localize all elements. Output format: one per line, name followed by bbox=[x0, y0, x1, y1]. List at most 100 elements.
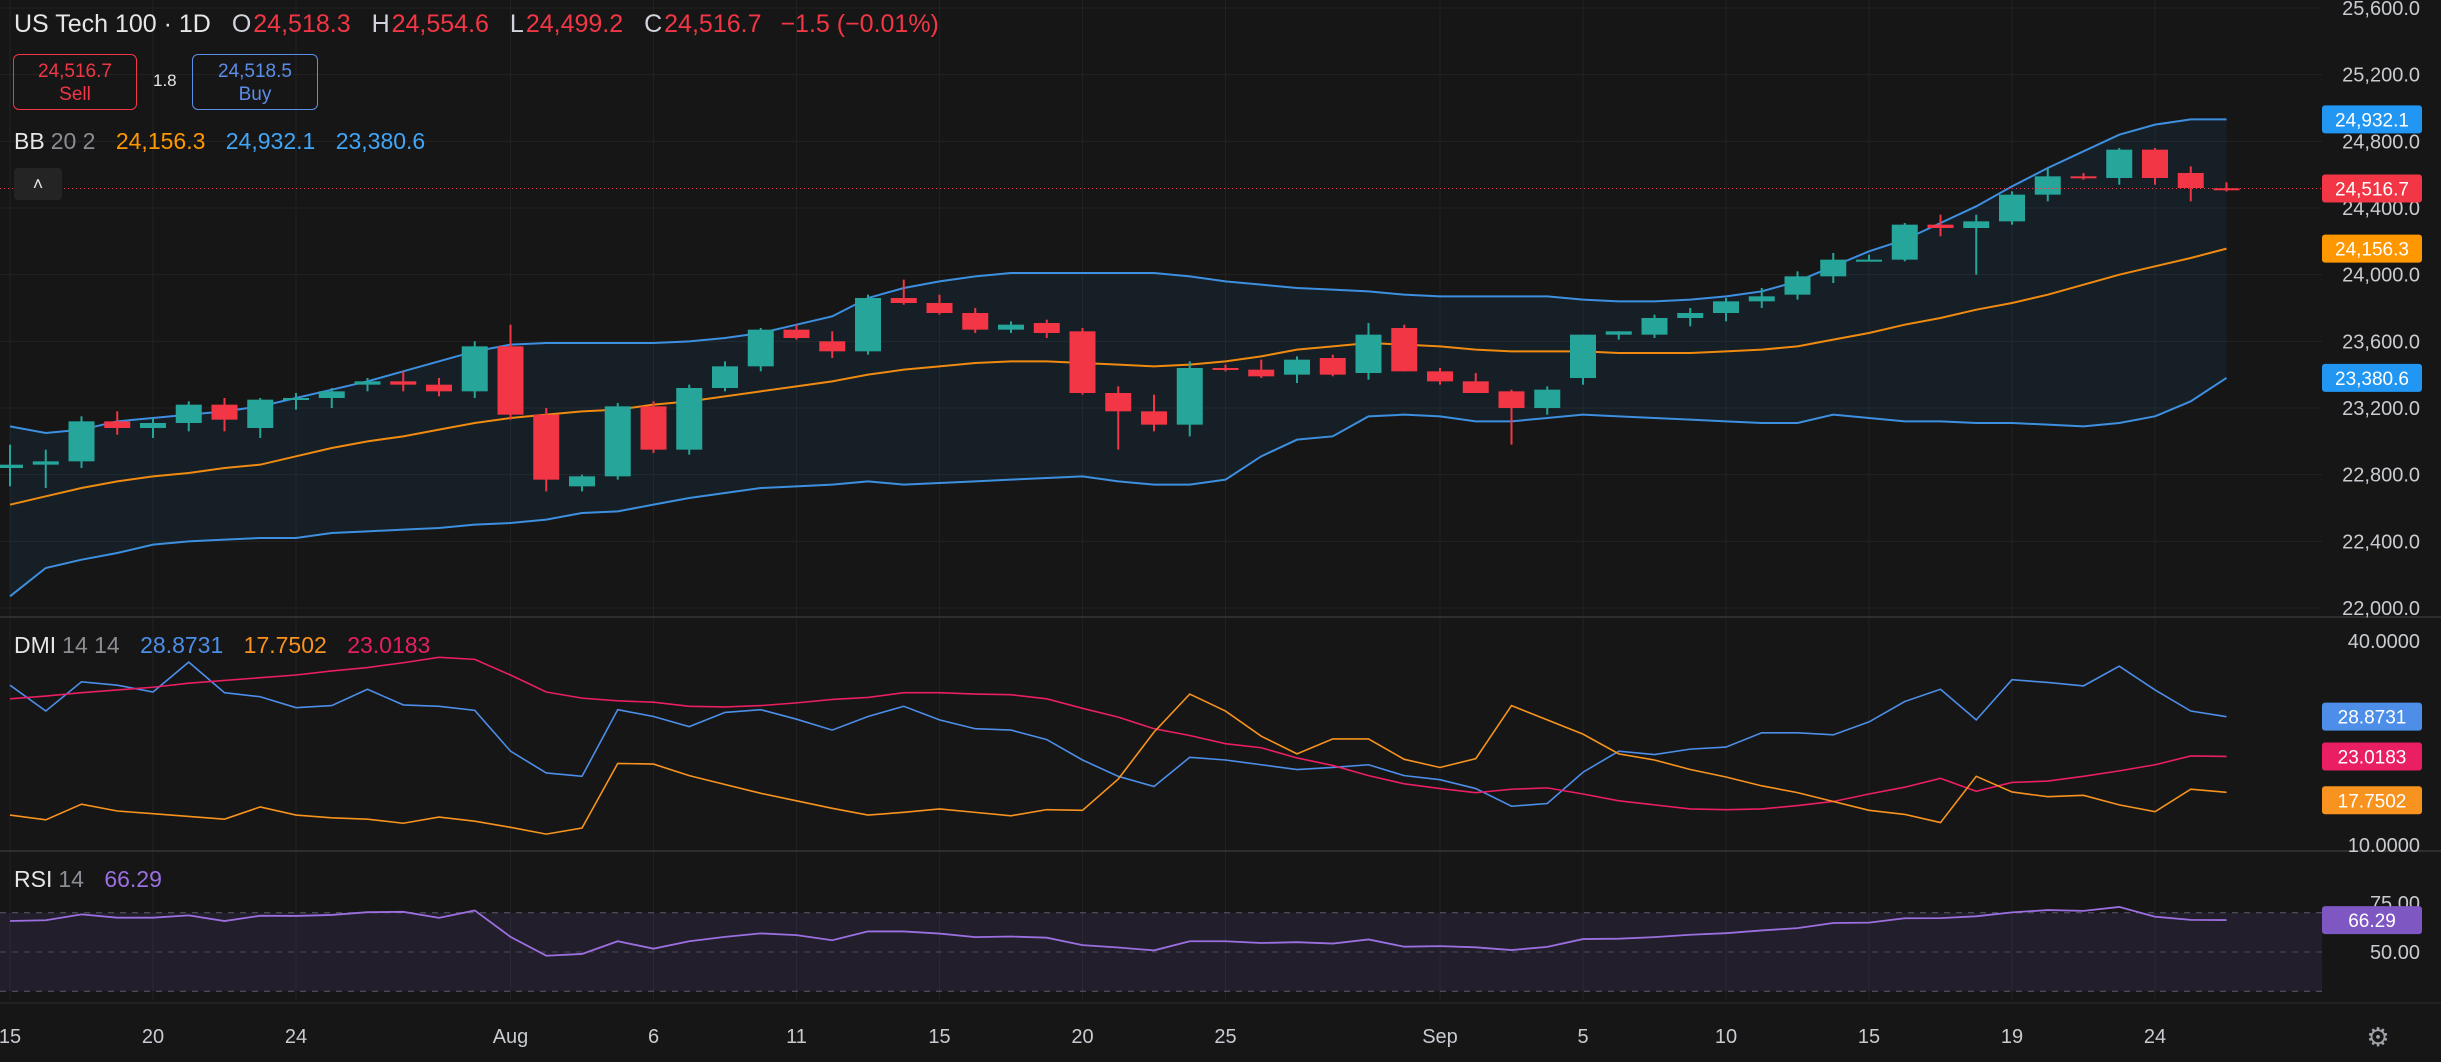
candle-body[interactable] bbox=[998, 324, 1024, 330]
bb-lower-line bbox=[9, 377, 2228, 598]
candle-body[interactable] bbox=[1748, 296, 1775, 302]
candle-body[interactable] bbox=[354, 381, 381, 385]
candle-body[interactable] bbox=[1784, 276, 1811, 295]
rsi-tag: 66.29 bbox=[2348, 911, 2396, 932]
candle-body[interactable] bbox=[1212, 368, 1239, 370]
candle-body[interactable] bbox=[1319, 358, 1346, 375]
price-tick-label: 24,400.0 bbox=[2342, 198, 2420, 220]
settings-button[interactable]: ⚙ bbox=[2361, 1020, 2395, 1054]
buy-price: 24,518.5 bbox=[218, 61, 292, 82]
candle-body[interactable] bbox=[1498, 391, 1525, 408]
bb-name: BB bbox=[14, 128, 45, 154]
candle-body[interactable] bbox=[1176, 368, 1203, 425]
candle-body[interactable] bbox=[1355, 334, 1382, 373]
rsi-line bbox=[9, 906, 2227, 957]
open-label: O bbox=[231, 10, 252, 38]
candle-body[interactable] bbox=[712, 366, 738, 388]
time-tick-label: Sep bbox=[1422, 1026, 1458, 1048]
candle-body[interactable] bbox=[1391, 328, 1418, 372]
candle-body[interactable] bbox=[1891, 224, 1918, 260]
dmi-line-di bbox=[9, 693, 2227, 835]
collapse-legend-button[interactable]: ˄ bbox=[14, 168, 62, 200]
candle-body[interactable] bbox=[1927, 224, 1954, 228]
candle-body[interactable] bbox=[104, 421, 131, 428]
candle-body[interactable] bbox=[783, 329, 810, 338]
time-tick-label: Aug bbox=[493, 1026, 529, 1048]
candle-body[interactable] bbox=[1248, 369, 1275, 377]
candle-body[interactable] bbox=[926, 303, 953, 313]
rsi-name: RSI bbox=[14, 866, 53, 892]
last-price-tag-bg bbox=[2322, 174, 2422, 203]
rsi-legend[interactable]: RSI 14 66.29 bbox=[14, 866, 162, 893]
candle-body[interactable] bbox=[1284, 359, 1310, 375]
candle-body[interactable] bbox=[1069, 331, 1096, 393]
candle-body[interactable] bbox=[318, 391, 345, 398]
time-tick-label: 15 bbox=[0, 1026, 21, 1048]
candle-body[interactable] bbox=[962, 313, 989, 330]
low-value: 24,499.2 bbox=[525, 10, 624, 38]
candle-body[interactable] bbox=[1713, 301, 1739, 313]
candle-body[interactable] bbox=[461, 346, 488, 392]
candle-body[interactable] bbox=[855, 298, 881, 352]
candle-body[interactable] bbox=[533, 414, 560, 480]
dmi-adx-value: 23.0183 bbox=[347, 632, 431, 658]
candle-body[interactable] bbox=[569, 476, 595, 487]
candle-body[interactable] bbox=[676, 388, 703, 450]
bb-legend[interactable]: BB 20 2 24,156.3 24,932.1 23,380.6 bbox=[14, 128, 425, 155]
candle-body[interactable] bbox=[497, 346, 524, 415]
sell-button[interactable]: 24,516.7 Sell bbox=[13, 54, 137, 110]
candle-body[interactable] bbox=[1999, 194, 2025, 222]
dmi-line-adx bbox=[9, 656, 2227, 811]
dmi-pane bbox=[9, 656, 2227, 835]
candle-body[interactable] bbox=[1141, 411, 1167, 425]
candle-body[interactable] bbox=[1033, 323, 1060, 333]
candle-body[interactable] bbox=[0, 464, 23, 468]
price-tags: 24,932.1 24,516.7 24,156.3 23,380.6 28.8731 2… bbox=[2322, 105, 2422, 935]
candle-body[interactable] bbox=[1462, 381, 1489, 393]
candle-body[interactable] bbox=[1963, 221, 1990, 228]
candle-body[interactable] bbox=[1856, 259, 1882, 262]
candle-body[interactable] bbox=[140, 423, 166, 428]
candle-body[interactable] bbox=[1570, 334, 1596, 378]
candle-body[interactable] bbox=[640, 406, 667, 450]
candle-body[interactable] bbox=[68, 421, 95, 462]
dmi-legend[interactable]: DMI 14 14 28.8731 17.7502 23.0183 bbox=[14, 632, 430, 659]
candle-body[interactable] bbox=[819, 341, 846, 352]
candle-body[interactable] bbox=[2034, 176, 2061, 195]
candle-body[interactable] bbox=[247, 399, 274, 428]
candle-body[interactable] bbox=[390, 381, 417, 385]
candle-body[interactable] bbox=[211, 404, 238, 420]
candle-body[interactable] bbox=[1534, 389, 1561, 408]
candle-body[interactable] bbox=[890, 298, 917, 303]
bb-basis-line bbox=[9, 247, 2227, 506]
buy-label: Buy bbox=[238, 84, 272, 105]
candle-body[interactable] bbox=[1605, 331, 1632, 335]
candle-body[interactable] bbox=[1820, 259, 1847, 277]
bb-basis-tag-bg bbox=[2322, 234, 2422, 263]
candle-body[interactable] bbox=[1641, 318, 1668, 335]
candle-body[interactable] bbox=[283, 398, 309, 400]
candle-body[interactable] bbox=[2177, 173, 2204, 188]
rsi-tag-bg bbox=[2322, 906, 2422, 935]
candle-body[interactable] bbox=[1427, 371, 1453, 382]
grid-lines bbox=[0, 0, 2441, 1004]
candles[interactable] bbox=[0, 148, 2322, 492]
candle-body[interactable] bbox=[2070, 176, 2097, 179]
buy-button[interactable]: 24,518.5 Buy bbox=[192, 54, 318, 110]
candle-body[interactable] bbox=[426, 384, 452, 392]
candle-body[interactable] bbox=[32, 461, 59, 465]
rsi-tick-label: 50.00 bbox=[2370, 942, 2420, 964]
candle-body[interactable] bbox=[2213, 188, 2240, 191]
candle-body[interactable] bbox=[604, 406, 631, 477]
candle-body[interactable] bbox=[2142, 149, 2168, 178]
chart-header: US Tech 100 · 1D O24,518.3 H24,554.6 L24… bbox=[14, 10, 939, 39]
candle-body[interactable] bbox=[1105, 393, 1132, 412]
candle-body[interactable] bbox=[1677, 313, 1704, 318]
candle-body[interactable] bbox=[175, 404, 202, 423]
price-tick-label: 23,600.0 bbox=[2342, 331, 2420, 353]
price-tick-label: 22,800.0 bbox=[2342, 465, 2420, 487]
symbol-title[interactable]: US Tech 100 · 1D bbox=[14, 10, 211, 38]
candle-body[interactable] bbox=[2106, 149, 2133, 178]
candle-body[interactable] bbox=[747, 329, 774, 367]
